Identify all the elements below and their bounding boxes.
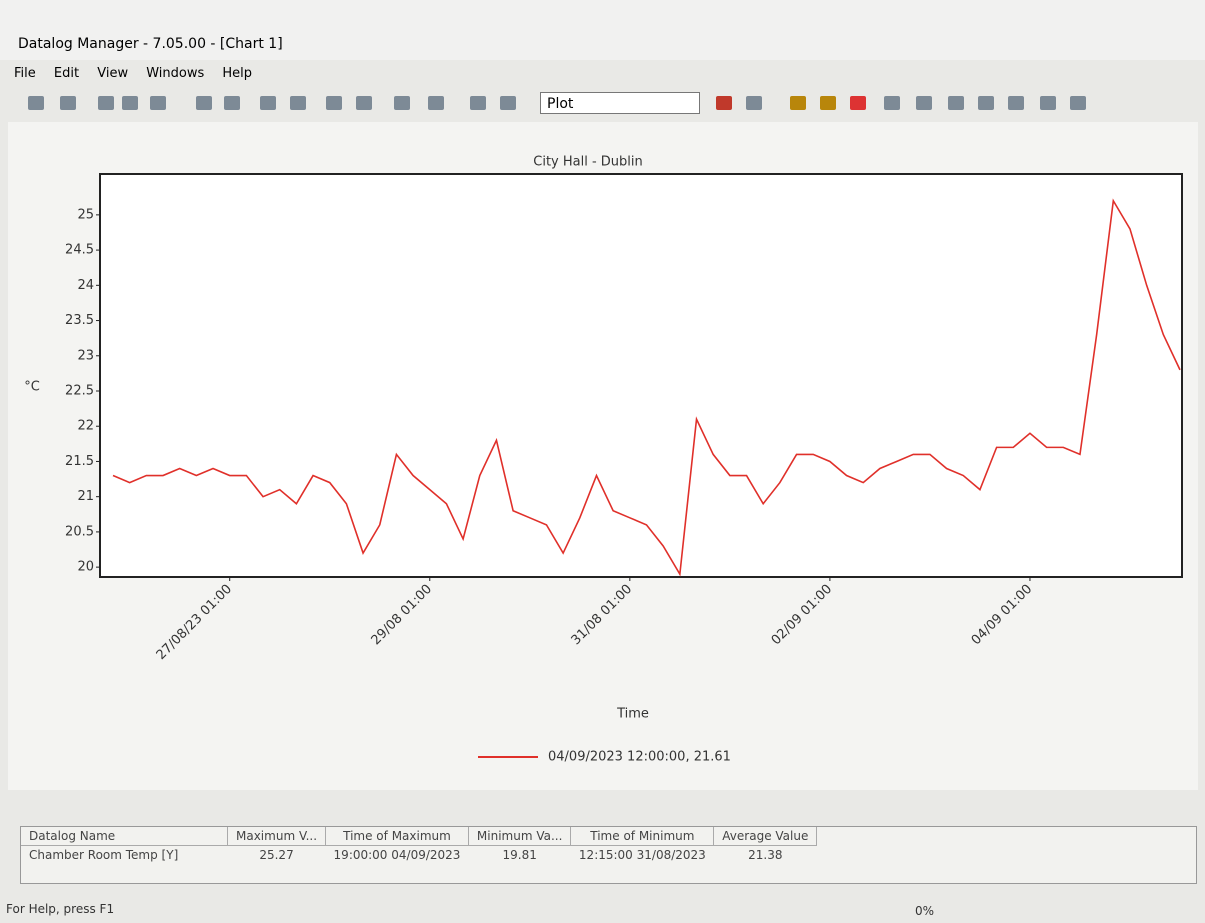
tool-button[interactable] <box>150 96 166 110</box>
plot-dropdown[interactable]: Plot <box>540 92 700 114</box>
status-bar: For Help, press F1 0% <box>0 898 1205 923</box>
tool-button[interactable] <box>122 96 138 110</box>
table-cell: Chamber Room Temp [Y] <box>21 846 228 865</box>
tool-button[interactable] <box>60 96 76 110</box>
tool-button[interactable] <box>98 96 114 110</box>
menu-item[interactable]: Edit <box>54 66 79 81</box>
y-tick-label: 20.5 <box>65 524 94 539</box>
menu-item[interactable]: Windows <box>146 66 204 81</box>
menu-bar: File Edit View Windows Help <box>0 60 1205 88</box>
tool-button[interactable] <box>820 96 836 110</box>
tool-button[interactable] <box>196 96 212 110</box>
x-tick-label: 04/09 01:00 <box>969 582 1036 649</box>
y-tick-label: 24 <box>77 278 94 293</box>
x-tick-label: 31/08 01:00 <box>569 582 636 649</box>
chart: City Hall - Dublin Time °C 20 20.5 21 21.5 2… <box>8 122 1198 790</box>
tool-button[interactable] <box>1070 96 1086 110</box>
column-header: Time of Maximum <box>326 827 469 846</box>
tool-button[interactable] <box>470 96 486 110</box>
table-cell: 12:15:00 31/08/2023 <box>571 846 714 865</box>
tool-button[interactable] <box>884 96 900 110</box>
tool-button[interactable] <box>1040 96 1056 110</box>
x-tick-label: 27/08/23 01:00 <box>154 582 235 663</box>
x-axis-label: Time <box>616 707 649 722</box>
column-header: Minimum Va... <box>468 827 571 846</box>
y-tick-label: 24.5 <box>65 243 94 258</box>
status-progress: 0% <box>915 904 934 918</box>
table-cell: 21.38 <box>714 846 817 865</box>
title-bar: Datalog Manager - 7.05.00 - [Chart 1] <box>0 0 1205 60</box>
y-tick-label: 20 <box>77 560 94 575</box>
tool-button[interactable] <box>790 96 806 110</box>
tool-button[interactable] <box>290 96 306 110</box>
column-header: Average Value <box>714 827 817 846</box>
status-help: For Help, press F1 <box>6 902 114 916</box>
window-title: Datalog Manager - 7.05.00 - [Chart 1] <box>18 36 283 52</box>
menu-item[interactable]: View <box>97 66 128 81</box>
tool-button[interactable] <box>716 96 732 110</box>
y-tick-label: 22.5 <box>65 384 94 399</box>
tool-button[interactable] <box>326 96 342 110</box>
y-tick-label: 23 <box>77 348 94 363</box>
tool-button[interactable] <box>224 96 240 110</box>
y-tick-label: 21 <box>77 489 94 504</box>
app-window: Datalog Manager - 7.05.00 - [Chart 1] Fi… <box>0 0 1205 923</box>
menu-item[interactable]: Help <box>222 66 252 81</box>
table-cell: 25.27 <box>228 846 326 865</box>
y-tick-label: 25 <box>77 207 94 222</box>
chart-title: City Hall - Dublin <box>533 155 643 170</box>
x-tick-label: 29/08 01:00 <box>369 582 436 649</box>
tool-button[interactable] <box>394 96 410 110</box>
y-tick-label: 21.5 <box>65 454 94 469</box>
tool-button[interactable] <box>428 96 444 110</box>
tool-button[interactable] <box>746 96 762 110</box>
tool-button[interactable] <box>850 96 866 110</box>
y-tick-label: 22 <box>77 419 94 434</box>
column-header: Maximum V... <box>228 827 326 846</box>
toolbar: Plot <box>0 88 1205 120</box>
tool-button[interactable] <box>916 96 932 110</box>
table-cell: 19:00:00 04/09/2023 <box>326 846 469 865</box>
column-header: Datalog Name <box>21 827 228 846</box>
tool-button[interactable] <box>28 96 44 110</box>
tool-button[interactable] <box>260 96 276 110</box>
plot-area <box>100 174 1182 577</box>
tool-button[interactable] <box>948 96 964 110</box>
tool-button[interactable] <box>500 96 516 110</box>
x-tick-label: 02/09 01:00 <box>769 582 836 649</box>
tool-button[interactable] <box>356 96 372 110</box>
table-cell: 19.81 <box>468 846 571 865</box>
menu-item[interactable]: File <box>14 66 36 81</box>
y-axis-label: °C <box>24 380 40 395</box>
column-header: Time of Minimum <box>571 827 714 846</box>
tool-button[interactable] <box>1008 96 1024 110</box>
tool-button[interactable] <box>978 96 994 110</box>
y-tick-label: 23.5 <box>65 313 94 328</box>
legend-label: 04/09/2023 12:00:00, 21.61 <box>548 750 731 765</box>
